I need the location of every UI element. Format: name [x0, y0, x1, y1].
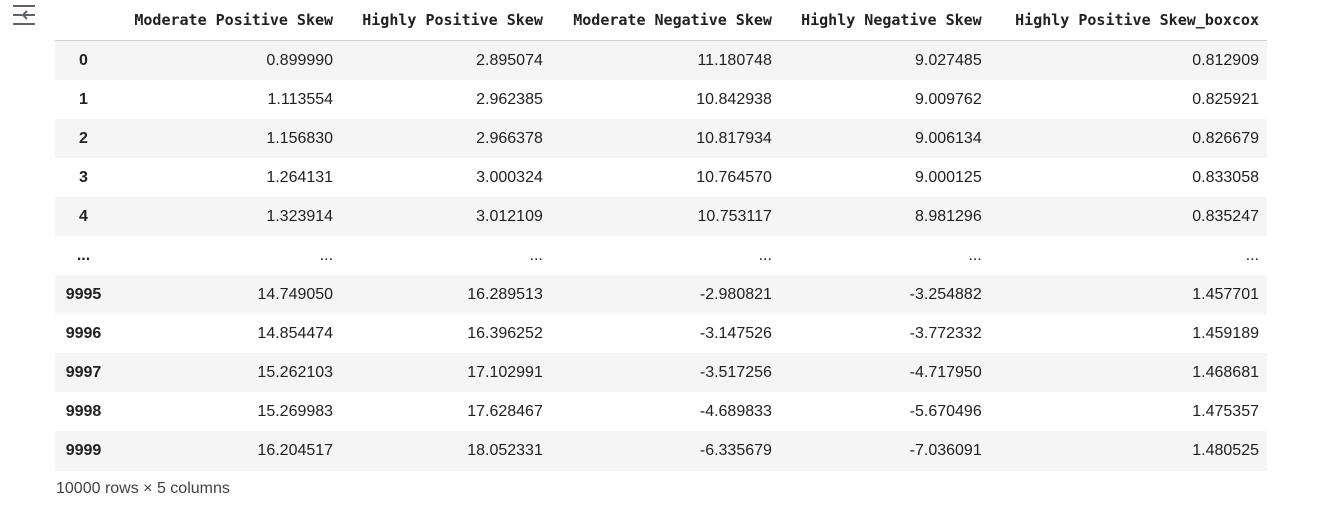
table-cell: -4.689833	[699, 402, 772, 420]
header-row: Moderate Positive Skew Highly Positive S…	[55, 0, 1267, 41]
index-header	[55, 0, 112, 41]
table-cell: 17.628467	[467, 402, 543, 420]
table-cell: -7.036091	[909, 442, 982, 459]
table-cell: 10.817934	[696, 129, 772, 147]
table-row: 4 1.323914 3.012109 10.753117 8.981296 0.8352…	[55, 197, 1267, 236]
table-cell: 0.812909	[1192, 51, 1259, 69]
table-cell: 15.269983	[257, 402, 334, 420]
table-row: 9999 16.204517 18.052331 -6.335679 -7.036091…	[55, 431, 1267, 471]
table-row: 2 1.156830 2.966378 10.817934 9.006134 0.8266…	[55, 119, 1267, 158]
table-cell: 10.753117	[697, 207, 772, 225]
table-cell: 1.323914	[266, 207, 334, 225]
table-cell: 3.012109	[476, 207, 543, 225]
table-cell: 1.475357	[1192, 402, 1259, 420]
row-index: 9998	[65, 402, 102, 420]
table-cell: 1.480525	[1192, 442, 1259, 459]
table-cell: 11.180748	[697, 51, 772, 69]
table-cell: -3.772332	[909, 324, 982, 342]
row-index: 9995	[65, 285, 102, 303]
table-cell: 2.962385	[476, 90, 543, 108]
table-cell: ...	[968, 246, 982, 264]
table-cell: -5.670496	[909, 402, 982, 420]
table-cell: -4.717950	[909, 363, 982, 381]
table-row: 3 1.264131 3.000324 10.764570 9.000125 0.8330…	[55, 158, 1267, 197]
table-cell: 0.899990	[266, 51, 334, 69]
table-cell: 1.156830	[266, 129, 334, 147]
table-row: 0 0.899990 2.895074 11.180748 9.027485 0.8129…	[55, 40, 1267, 80]
table-cell: 1.113554	[267, 90, 334, 108]
table-row: 9997 15.262103 17.102991 -3.517256 -4.717950…	[55, 353, 1267, 392]
table-row: 9998 15.269983 17.628467 -4.689833 -5.670496…	[55, 392, 1267, 431]
table-cell: 16.396252	[467, 324, 543, 342]
table-row: ..................	[55, 236, 1267, 275]
table-row: 1 1.113554 2.962385 10.842938 9.009762 0.8259…	[55, 80, 1267, 119]
column-header: Highly Positive Skew_boxcox	[989, 0, 1267, 41]
dataframe-shape-caption: 10000 rows × 5 columns	[56, 480, 230, 497]
table-cell: 17.102991	[467, 363, 543, 381]
table-cell: ...	[758, 246, 772, 264]
table-row: 9996 14.854474 16.396252 -3.147526 -3.772332…	[55, 314, 1267, 353]
table-cell: -3.517256	[699, 363, 772, 381]
table-cell: ...	[1245, 246, 1259, 264]
row-index: 9996	[65, 324, 102, 342]
table-cell: ...	[319, 246, 334, 264]
table-row: 9995 14.749050 16.289513 -2.980821 -3.254882…	[55, 275, 1267, 314]
row-index: 9997	[65, 363, 102, 381]
column-header: Highly Positive Skew	[341, 0, 551, 41]
row-index: 4	[79, 207, 88, 225]
table-cell: 2.966378	[476, 129, 543, 147]
row-index: 3	[79, 168, 88, 186]
table-cell: 9.009762	[914, 90, 982, 108]
table-cell: 1.264131	[266, 168, 334, 186]
table-cell: 1.457701	[1192, 285, 1259, 303]
row-index: 1	[79, 90, 88, 108]
table-cell: 9.027485	[914, 51, 982, 69]
table-cell: 0.833058	[1192, 168, 1259, 186]
table-cell: 15.262103	[257, 363, 334, 381]
table-cell: 0.835247	[1192, 207, 1259, 225]
column-header: Highly Negative Skew	[779, 0, 990, 41]
table-cell: 8.981296	[914, 207, 982, 225]
table-cell: 0.826679	[1192, 129, 1259, 147]
table-cell: 9.000125	[914, 168, 982, 186]
row-index: 2	[79, 129, 88, 147]
table-cell: 2.895074	[476, 51, 543, 69]
table-cell: ...	[529, 246, 543, 264]
table-cell: 10.764570	[696, 168, 772, 186]
collapse-output-icon[interactable]	[10, 2, 40, 28]
row-index: ...	[76, 246, 91, 264]
table-cell: 1.468681	[1192, 363, 1259, 381]
table-cell: -2.980821	[699, 285, 772, 303]
table-cell: 9.006134	[914, 129, 982, 147]
table-cell: 1.459189	[1192, 324, 1259, 342]
column-header: Moderate Positive Skew	[112, 0, 342, 41]
table-cell: -6.335679	[699, 442, 772, 459]
table-cell: 10.842938	[696, 90, 772, 108]
table-cell: 14.854474	[257, 324, 334, 342]
row-index: 0	[79, 51, 88, 69]
table-cell: -3.147526	[699, 324, 772, 342]
dataframe-table: Moderate Positive Skew Highly Positive S…	[55, 0, 1267, 471]
column-header: Moderate Negative Skew	[550, 0, 780, 41]
table-cell: 0.825921	[1192, 90, 1259, 108]
table-cell: 3.000324	[476, 168, 543, 186]
table-cell: 18.052331	[467, 442, 543, 459]
table-cell: 16.289513	[467, 285, 543, 303]
table-cell: -3.254882	[909, 285, 982, 303]
table-cell: 14.749050	[257, 285, 334, 303]
table-cell: 16.204517	[257, 442, 334, 459]
row-index: 9999	[65, 442, 102, 459]
